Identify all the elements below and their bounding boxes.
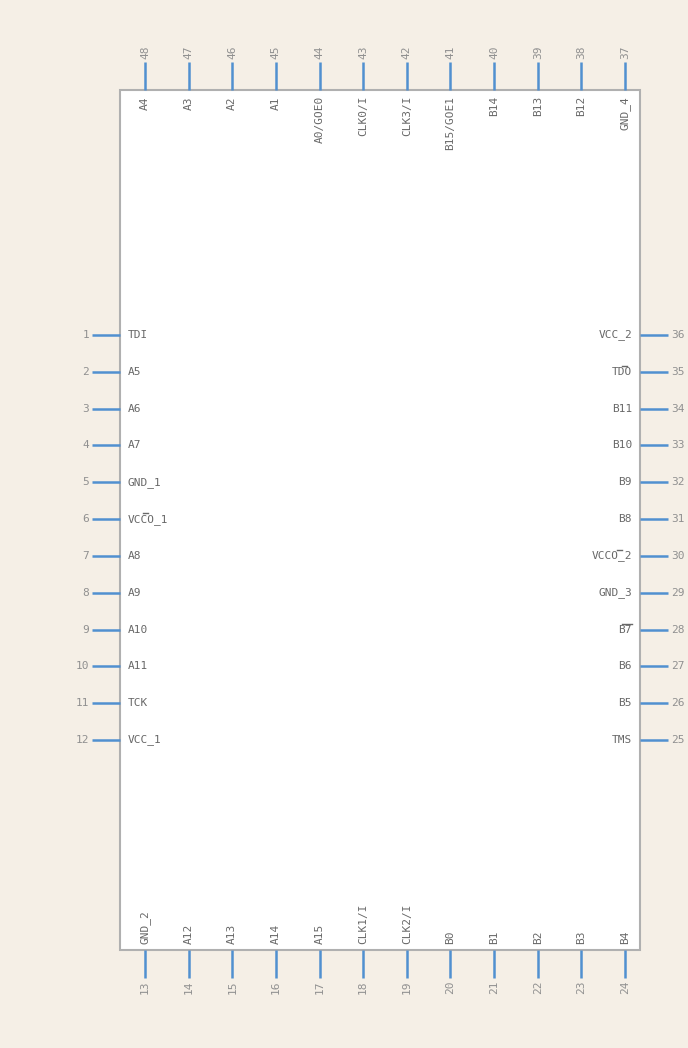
Text: 7: 7: [83, 551, 89, 561]
Text: 48: 48: [140, 45, 150, 59]
Text: 42: 42: [402, 45, 412, 59]
Text: B1: B1: [489, 931, 499, 944]
Text: A1: A1: [271, 96, 281, 109]
Text: VCCO_1: VCCO_1: [128, 514, 169, 525]
Text: B15/GOE1: B15/GOE1: [445, 96, 455, 150]
Text: CLK3/I: CLK3/I: [402, 96, 412, 136]
Text: A8: A8: [128, 551, 142, 561]
Text: 18: 18: [358, 981, 368, 995]
Text: 27: 27: [671, 661, 685, 672]
Text: CLK1/I: CLK1/I: [358, 903, 368, 944]
Text: A10: A10: [128, 625, 148, 634]
Text: VCC_2: VCC_2: [599, 329, 632, 341]
Text: 35: 35: [671, 367, 685, 377]
Text: A15: A15: [314, 923, 325, 944]
Text: 40: 40: [489, 45, 499, 59]
Text: A12: A12: [184, 923, 193, 944]
Text: 6: 6: [83, 515, 89, 524]
Text: 16: 16: [271, 981, 281, 995]
Text: 30: 30: [671, 551, 685, 561]
Text: 43: 43: [358, 45, 368, 59]
Text: 2: 2: [83, 367, 89, 377]
Text: 29: 29: [671, 588, 685, 597]
Text: 17: 17: [314, 981, 325, 995]
Text: 3: 3: [83, 403, 89, 414]
Text: 37: 37: [620, 45, 630, 59]
Text: A7: A7: [128, 440, 142, 451]
Text: GND_3: GND_3: [599, 587, 632, 598]
Text: A2: A2: [227, 96, 237, 109]
Text: A3: A3: [184, 96, 193, 109]
Text: GND_1: GND_1: [128, 477, 162, 487]
Text: 28: 28: [671, 625, 685, 634]
Text: TCK: TCK: [128, 698, 148, 708]
Text: A6: A6: [128, 403, 142, 414]
Text: 33: 33: [671, 440, 685, 451]
Text: A4: A4: [140, 96, 150, 109]
Text: 23: 23: [577, 981, 586, 995]
Text: 22: 22: [533, 981, 543, 995]
Text: 19: 19: [402, 981, 412, 995]
Text: A11: A11: [128, 661, 148, 672]
Text: B9: B9: [619, 477, 632, 487]
Text: 24: 24: [620, 981, 630, 995]
Text: TMS: TMS: [612, 735, 632, 745]
Text: 32: 32: [671, 477, 685, 487]
Text: B0: B0: [445, 931, 455, 944]
Text: 15: 15: [227, 981, 237, 995]
Bar: [120, 90, 640, 949]
Text: 38: 38: [577, 45, 586, 59]
Text: B6: B6: [619, 661, 632, 672]
Text: A9: A9: [128, 588, 142, 597]
Text: B2: B2: [533, 931, 543, 944]
Text: 10: 10: [76, 661, 89, 672]
Text: B14: B14: [489, 96, 499, 116]
Text: VCCO_2: VCCO_2: [592, 550, 632, 562]
Text: B11: B11: [612, 403, 632, 414]
Text: 41: 41: [445, 45, 455, 59]
Text: 45: 45: [271, 45, 281, 59]
Text: GND_4: GND_4: [620, 96, 630, 130]
Text: 5: 5: [83, 477, 89, 487]
Text: 9: 9: [83, 625, 89, 634]
Text: A5: A5: [128, 367, 142, 377]
Text: 8: 8: [83, 588, 89, 597]
Text: 44: 44: [314, 45, 325, 59]
Text: A13: A13: [227, 923, 237, 944]
Text: CLK0/I: CLK0/I: [358, 96, 368, 136]
Text: VCC_1: VCC_1: [128, 735, 162, 745]
Text: A14: A14: [271, 923, 281, 944]
Text: 26: 26: [671, 698, 685, 708]
Text: 39: 39: [533, 45, 543, 59]
Text: 46: 46: [227, 45, 237, 59]
Text: 34: 34: [671, 403, 685, 414]
Text: B13: B13: [533, 96, 543, 116]
Text: B7: B7: [619, 625, 632, 634]
Text: B10: B10: [612, 440, 632, 451]
Text: TDI: TDI: [128, 330, 148, 340]
Text: TDO: TDO: [612, 367, 632, 377]
Text: 47: 47: [184, 45, 193, 59]
Text: 13: 13: [140, 981, 150, 995]
Text: B3: B3: [577, 931, 586, 944]
Text: 20: 20: [445, 981, 455, 995]
Text: 12: 12: [76, 735, 89, 745]
Text: 14: 14: [184, 981, 193, 995]
Text: B5: B5: [619, 698, 632, 708]
Text: 36: 36: [671, 330, 685, 340]
Text: 31: 31: [671, 515, 685, 524]
Text: 21: 21: [489, 981, 499, 995]
Text: CLK2/I: CLK2/I: [402, 903, 412, 944]
Text: 25: 25: [671, 735, 685, 745]
Text: 1: 1: [83, 330, 89, 340]
Text: B4: B4: [620, 931, 630, 944]
Text: 4: 4: [83, 440, 89, 451]
Text: B8: B8: [619, 515, 632, 524]
Text: B12: B12: [577, 96, 586, 116]
Text: A0/GOE0: A0/GOE0: [314, 96, 325, 144]
Text: 11: 11: [76, 698, 89, 708]
Text: GND_2: GND_2: [140, 911, 151, 944]
